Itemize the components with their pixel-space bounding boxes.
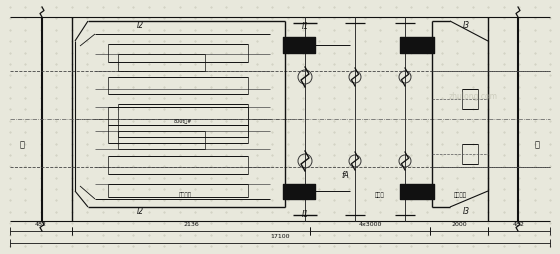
- Text: 800t刊#: 800t刊#: [174, 118, 192, 123]
- Text: I1: I1: [301, 21, 309, 30]
- Text: I2: I2: [137, 20, 143, 29]
- Text: 端头节点: 端头节点: [454, 192, 466, 197]
- Text: 膜: 膜: [20, 140, 25, 149]
- Text: I3: I3: [463, 207, 470, 216]
- Text: 端部节点: 端部节点: [179, 192, 192, 197]
- Text: 中间节: 中间节: [375, 192, 385, 197]
- Text: zhulong.com: zhulong.com: [449, 92, 498, 101]
- Text: 2136: 2136: [183, 221, 199, 226]
- Text: fA: fA: [341, 170, 349, 179]
- Text: I3: I3: [463, 20, 470, 29]
- Text: I1: I1: [301, 210, 309, 219]
- Text: 4x3000: 4x3000: [358, 221, 382, 226]
- Text: 482: 482: [513, 221, 525, 226]
- Text: I2: I2: [137, 207, 143, 216]
- Text: 482: 482: [35, 221, 47, 226]
- Text: 2000: 2000: [451, 221, 467, 226]
- Text: 膜: 膜: [534, 140, 539, 149]
- Text: 17100: 17100: [270, 233, 290, 238]
